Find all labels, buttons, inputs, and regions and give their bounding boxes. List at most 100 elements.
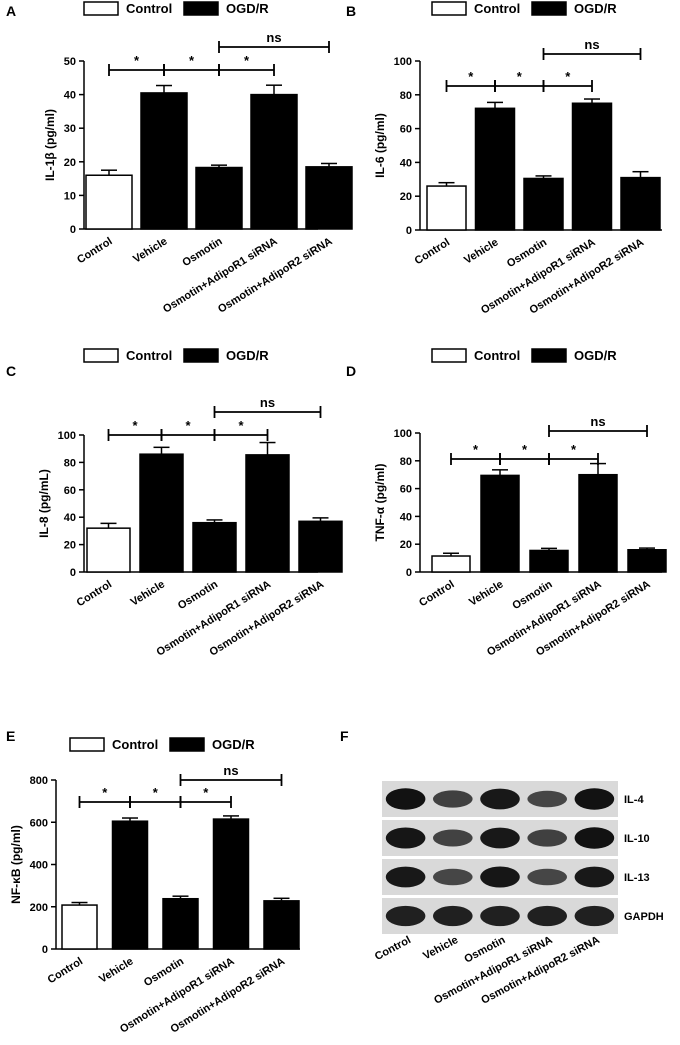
significance-label: ns [260,395,275,410]
x-category-label: Control [46,955,86,986]
legend-swatch-control [69,737,105,752]
bar-2 [523,177,564,231]
panel-letter: A [6,3,16,19]
x-category-label: Vehicle [129,578,168,608]
y-axis-label: IL-6 (pg/ml) [373,113,387,178]
blot-band [432,905,473,927]
bar-1 [480,474,520,573]
y-tick-label: 10 [64,190,76,202]
significance-label: * [565,69,571,84]
x-category-label: Control [75,235,115,266]
y-tick-label: 20 [400,191,412,203]
y-tick-label: 40 [400,511,412,523]
legend: Control OGD/R [431,348,617,363]
chart-panel-b: B Control OGD/R 0 20 40 60 80 100 IL-6 (pg/ml) Con… [346,1,662,317]
blot-band [574,788,615,810]
y-tick-label: 800 [30,775,48,787]
y-axis-label: NF-κB (pg/ml) [9,825,23,904]
y-tick-label: 80 [400,456,412,468]
legend-swatch-ogdr [169,737,205,752]
blot-band [432,829,473,847]
bar-1 [140,92,188,230]
legend-label-ogdr: OGD/R [574,1,617,16]
y-tick-label: 60 [400,484,412,496]
legend-swatch-ogdr [183,348,219,363]
blot-band [527,790,568,808]
blot-row-label: IL-4 [624,794,644,806]
y-tick-label: 50 [64,56,76,68]
y-tick-label: 200 [30,902,48,914]
legend: Control OGD/R [69,737,255,752]
bar-4 [298,520,343,573]
blot-band [432,868,473,886]
significance-label: * [189,53,195,68]
bar-0 [431,555,471,573]
significance-label: * [134,53,140,68]
significance-label: * [238,418,244,433]
legend-swatch-control [431,348,467,363]
y-tick-label: 100 [394,428,412,440]
bar-0 [85,174,133,230]
chart-panel-e: E Control OGD/R 0 200 400 600 800 NF-κB (pg/ml) C… [6,728,300,1036]
y-tick-label: 60 [400,124,412,136]
blot-band [527,868,568,886]
y-tick-label: 100 [394,56,412,68]
y-tick-label: 80 [64,457,76,469]
y-tick-label: 40 [400,157,412,169]
x-category-label: Vehicle [131,235,170,265]
bar-2 [162,897,199,950]
legend-swatch-control [83,1,119,16]
y-tick-label: 20 [64,157,76,169]
bar-4 [620,176,661,231]
bar-2 [195,166,243,230]
legend-label-ogdr: OGD/R [226,348,269,363]
blot-band [527,829,568,847]
bar-3 [212,818,250,950]
bar-3 [578,473,618,573]
x-category-label: Osmotin [180,235,224,269]
legend-label-ogdr: OGD/R [212,737,255,752]
y-tick-label: 80 [400,90,412,102]
bar-1 [474,107,516,231]
x-category-label: Osmotin [142,955,186,989]
y-tick-label: 40 [64,90,76,102]
panel-letter: D [346,363,356,379]
x-category-label: Control [417,578,457,609]
legend-swatch-control [431,1,467,16]
legend-label-control: Control [474,1,520,16]
significance-label: * [517,69,523,84]
bar-4 [305,166,353,230]
bar-0 [426,185,467,231]
y-axis-label: IL-8 (pg/mL) [37,469,51,538]
y-tick-label: 20 [400,539,412,551]
y-tick-label: 0 [42,944,48,956]
legend-label-control: Control [474,348,520,363]
legend: Control OGD/R [431,1,617,16]
blot-band [432,790,473,808]
x-category-label: Control [75,578,115,609]
significance-label: * [132,418,138,433]
bar-1 [139,453,184,573]
bar-4 [263,900,300,950]
y-tick-label: 100 [58,430,76,442]
legend-label-control: Control [112,737,158,752]
x-category-label: Vehicle [462,236,501,266]
bar-0 [86,527,131,573]
y-tick-label: 60 [64,485,76,497]
blot-row-label: GAPDH [624,911,664,923]
legend-label-ogdr: OGD/R [226,1,269,16]
x-category-label: Osmotin [510,578,554,612]
bar-2 [529,549,569,573]
significance-label: * [153,785,159,800]
y-tick-label: 600 [30,817,48,829]
blot-lane-label: Vehicle [421,934,460,962]
significance-label: ns [584,37,599,52]
blot-band [385,866,426,888]
x-category-label: Osmotin [505,236,549,270]
significance-label: * [571,442,577,457]
significance-label: * [102,785,108,800]
y-tick-label: 0 [70,224,76,236]
blot-band [480,905,520,927]
panel-letter: C [6,363,16,379]
